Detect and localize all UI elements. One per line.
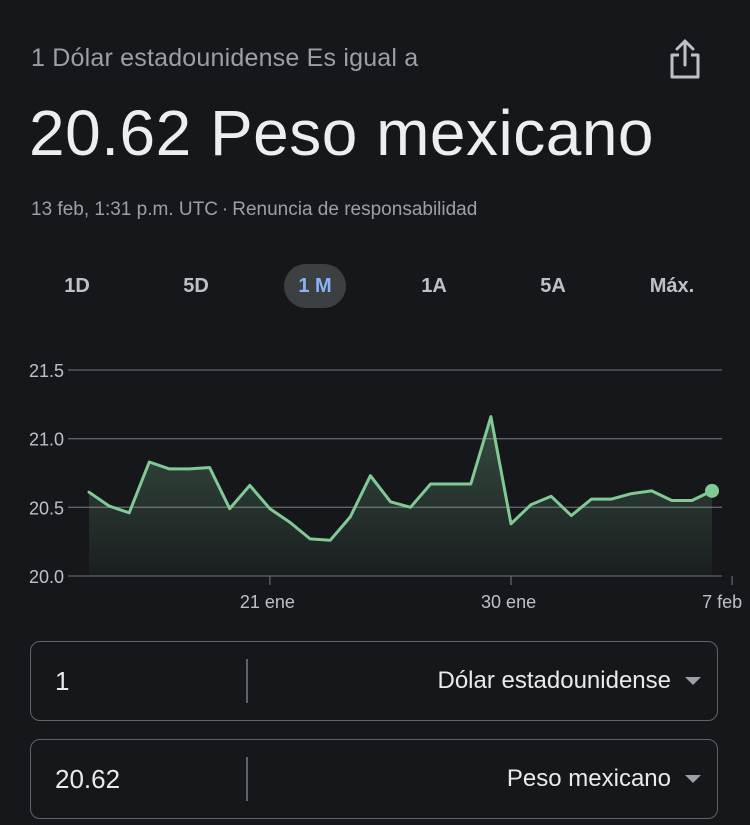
tab-range-1a[interactable]: 1A — [421, 274, 447, 297]
chevron-down-icon — [685, 677, 701, 685]
share-button[interactable] — [662, 34, 708, 84]
range-tabs: 1D 5D 1 M 1A 5A Máx. — [0, 262, 750, 310]
to-currency-label: Peso mexicano — [506, 765, 671, 792]
rate-timestamp: 13 feb, 1:31 p.m. UTC — [31, 199, 218, 220]
from-amount-input[interactable]: 1 — [55, 665, 70, 696]
exchange-rate-chart[interactable]: 21.5 21.0 20.5 20.0 21 ene 30 ene 7 feb — [0, 340, 750, 630]
tab-range-1d[interactable]: 1D — [64, 274, 90, 297]
share-icon — [670, 39, 700, 79]
conversion-subtitle: 1 Dólar estadounidense Es igual a — [31, 44, 419, 72]
from-currency-select[interactable]: Dólar estadounidense — [437, 642, 701, 720]
disclaimer-link[interactable]: Renuncia de responsabilidad — [232, 199, 478, 220]
from-currency-label: Dólar estadounidense — [437, 667, 672, 694]
conversion-result: 20.62 Peso mexicano — [29, 97, 654, 169]
current-value-dot — [705, 483, 719, 498]
x-tick-label: 21 ene — [240, 592, 295, 612]
x-tick-label: 7 feb — [702, 592, 742, 612]
tab-range-1m[interactable]: 1 M — [284, 264, 346, 308]
meta-separator: · — [221, 199, 229, 220]
rate-meta: 13 feb, 1:31 p.m. UTC · Renuncia de respon… — [31, 199, 477, 221]
y-tick-label: 21.0 — [29, 430, 64, 450]
y-tick-label: 20.0 — [29, 567, 64, 587]
to-currency-field: 20.62 Peso mexicano — [30, 739, 718, 819]
tab-range-5d[interactable]: 5D — [183, 274, 209, 297]
field-divider — [246, 757, 248, 801]
y-tick-label: 21.5 — [29, 361, 64, 381]
to-currency-select[interactable]: Peso mexicano — [507, 740, 701, 818]
y-tick-label: 20.5 — [29, 498, 64, 518]
from-currency-field: 1 Dólar estadounidense — [30, 641, 718, 721]
to-amount-input[interactable]: 20.62 — [55, 763, 121, 794]
tab-range-max[interactable]: Máx. — [649, 274, 695, 297]
tab-range-5a[interactable]: 5A — [540, 274, 566, 297]
field-divider — [246, 659, 248, 703]
series-line — [87, 415, 714, 542]
x-tick-label: 30 ene — [481, 592, 536, 612]
chevron-down-icon — [685, 775, 701, 783]
series-area — [89, 416, 712, 576]
